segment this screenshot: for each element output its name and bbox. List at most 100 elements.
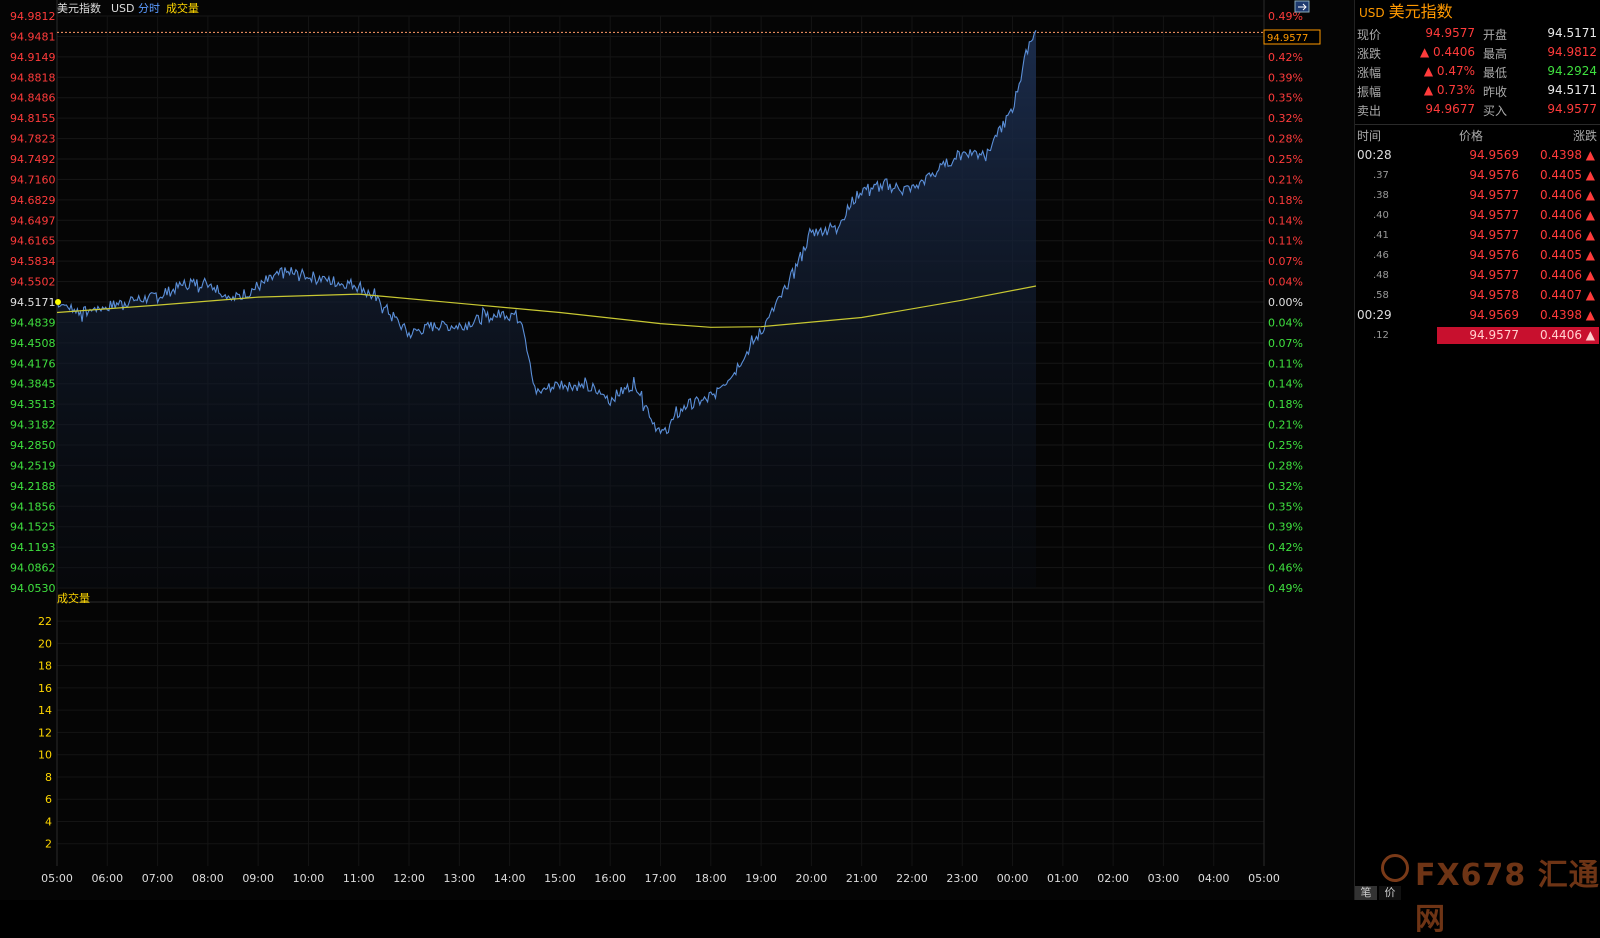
tick-price: 94.9577 [1469, 268, 1519, 282]
quote-title: USD 美元指数 [1359, 0, 1453, 24]
series-lines [55, 30, 1037, 435]
volume-tick-label: 6 [45, 793, 52, 806]
tab-prices[interactable]: 价 [1379, 886, 1401, 900]
price-tick-label: 94.8818 [10, 71, 56, 84]
quote-row: 涨幅 ▲ 0.47% 最低 94.2924 [1355, 62, 1600, 82]
pct-tick-label: 0.28% [1268, 459, 1303, 472]
tick-price: 94.9576 [1469, 248, 1519, 262]
tick-price: 94.9576 [1469, 168, 1519, 182]
tick-time: .38 [1373, 190, 1389, 201]
pct-tick-label: 0.11% [1268, 235, 1303, 248]
time-tick-label: 06:00 [91, 872, 123, 885]
quote-panel: USD 美元指数 现价 94.9577 开盘 94.5171 涨跌 ▲ 0.4406 最高 94… [1354, 0, 1600, 937]
quote-label: 开盘 [1483, 28, 1508, 42]
time-tick-label: 11:00 [343, 872, 375, 885]
price-tick-label: 94.3845 [10, 378, 56, 391]
pct-tick-label: 0.32% [1268, 480, 1303, 493]
tab-trades[interactable]: 笔 [1355, 886, 1377, 900]
pct-tick-label: 0.39% [1268, 71, 1303, 84]
quote-value: 94.9577 [1425, 26, 1475, 40]
volume-tick-label: 2 [45, 838, 52, 851]
tick-row[interactable]: 00:29 94.9569 0.4398 ▲ [1355, 306, 1600, 326]
quote-row: 卖出 94.9677 买入 94.9577 [1355, 100, 1600, 120]
time-tick-label: 00:00 [997, 872, 1029, 885]
price-tick-label: 94.3513 [10, 398, 56, 411]
tick-time: .37 [1373, 170, 1389, 181]
quote-value: 94.9677 [1425, 102, 1475, 116]
tick-change: 0.4406 ▲ [1539, 268, 1595, 282]
tick-row[interactable]: .46 94.9576 0.4405 ▲ [1355, 246, 1600, 266]
ticks-header-time: 时间 [1357, 129, 1382, 143]
pct-tick-label: 0.21% [1268, 419, 1303, 432]
time-tick-label: 02:00 [1097, 872, 1129, 885]
ticks-header-change: 涨跌 [1572, 129, 1597, 143]
tick-row-selected[interactable]: .12 94.9577 0.4406 ▲ [1355, 326, 1600, 346]
quote-row: 振幅 ▲ 0.73% 昨收 94.5171 [1355, 81, 1600, 101]
tick-row[interactable]: .38 94.9577 0.4406 ▲ [1355, 186, 1600, 206]
pct-tick-label: 0.04% [1268, 316, 1303, 329]
quote-value: ▲ 0.47% [1423, 64, 1475, 78]
quote-value: ▲ 0.4406 [1419, 45, 1475, 59]
ticks-header-price: 价格 [1459, 129, 1484, 143]
price-tick-label: 94.3182 [10, 419, 56, 432]
quote-value: 94.2924 [1547, 64, 1597, 78]
time-tick-label: 15:00 [544, 872, 576, 885]
quote-label: 买入 [1483, 104, 1508, 118]
pct-tick-label: 0.18% [1268, 194, 1303, 207]
tab-volume[interactable]: 成交量 [166, 1, 199, 15]
tick-change: 0.4407 ▲ [1539, 288, 1595, 302]
volume-label: 成交量 [57, 591, 90, 605]
tick-price: 94.9569 [1469, 308, 1519, 322]
tick-change: 0.4405 ▲ [1539, 168, 1595, 182]
volume-tick-label: 10 [38, 749, 52, 762]
volume-tick-label: 12 [38, 726, 52, 739]
tick-time: 00:28 [1357, 148, 1392, 162]
price-tick-label: 94.9481 [10, 30, 56, 43]
tick-row[interactable]: .58 94.9578 0.4407 ▲ [1355, 286, 1600, 306]
pct-tick-label: 0.25% [1268, 153, 1303, 166]
quote-label: 卖出 [1357, 104, 1382, 118]
pct-tick-label: 0.07% [1268, 255, 1303, 268]
quote-value: 94.9577 [1547, 102, 1597, 116]
price-tick-label: 94.7160 [10, 173, 56, 186]
price-area-fill [57, 30, 1036, 589]
time-tick-label: 20:00 [796, 872, 828, 885]
tick-change: 0.4398 ▲ [1539, 308, 1595, 322]
expand-icon[interactable] [1294, 0, 1310, 13]
tick-time: 00:29 [1357, 308, 1392, 322]
volume-tick-label: 4 [45, 815, 52, 828]
tick-row[interactable]: 00:28 94.9569 0.4398 ▲ [1355, 146, 1600, 166]
pct-tick-label: 0.11% [1268, 357, 1303, 370]
tick-row[interactable]: .48 94.9577 0.4406 ▲ [1355, 266, 1600, 286]
quote-label: 昨收 [1483, 85, 1508, 99]
time-tick-label: 17:00 [645, 872, 677, 885]
price-tick-label: 94.4508 [10, 337, 56, 350]
pct-tick-label: 0.42% [1268, 541, 1303, 554]
tick-price: 94.9569 [1469, 148, 1519, 162]
tick-change: 0.4405 ▲ [1539, 248, 1595, 262]
tab-fenshi[interactable]: 分时 [138, 2, 160, 15]
tick-row[interactable]: .40 94.9577 0.4406 ▲ [1355, 206, 1600, 226]
tick-change: 0.4406 ▲ [1539, 208, 1595, 222]
tick-time: .48 [1373, 270, 1389, 281]
pct-tick-label: 0.35% [1268, 92, 1303, 105]
time-tick-label: 22:00 [896, 872, 928, 885]
price-tick-label: 94.2850 [10, 439, 56, 452]
price-tick-label: 94.4839 [10, 316, 56, 329]
time-tick-label: 19:00 [745, 872, 777, 885]
price-tick-label: 94.7492 [10, 153, 56, 166]
time-tick-label: 10:00 [293, 872, 325, 885]
pct-tick-label: 0.46% [1268, 562, 1303, 575]
price-series-line [56, 30, 1037, 435]
tick-row[interactable]: .37 94.9576 0.4405 ▲ [1355, 166, 1600, 186]
pct-tick-label: 0.49% [1268, 582, 1303, 595]
tick-row[interactable]: .41 94.9577 0.4406 ▲ [1355, 226, 1600, 246]
price-tick-label: 94.5834 [10, 255, 56, 268]
price-tick-label: 94.1193 [10, 541, 56, 554]
average-series-line [56, 285, 1037, 328]
quote-code: USD [1359, 6, 1385, 20]
tick-time: .40 [1373, 210, 1389, 221]
pct-tick-label: 0.18% [1268, 398, 1303, 411]
intraday-chart[interactable]: 94.9812 94.9481 94.9149 94.8818 94.8486 94.81… [0, 0, 1354, 900]
